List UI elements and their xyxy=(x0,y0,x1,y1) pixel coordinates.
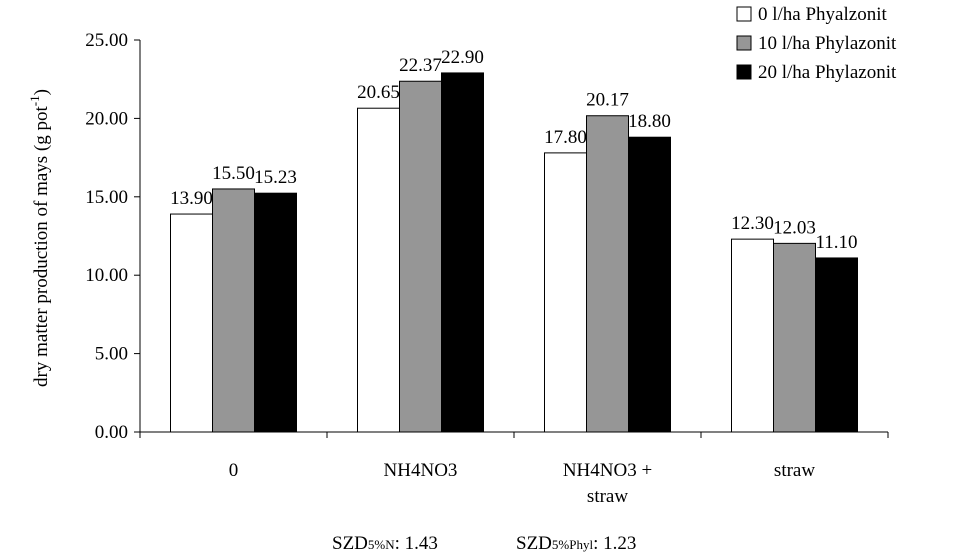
y-axis: 0.00 5.00 10.00 15.00 20.00 25.00 xyxy=(85,30,141,443)
y-tick-label: 25.00 xyxy=(85,30,128,51)
bar xyxy=(544,152,587,433)
category-label-line: straw xyxy=(587,486,628,507)
data-label: 12.30 xyxy=(731,213,774,234)
y-axis-title: dry matter production of mays (g pot-1) xyxy=(27,89,52,387)
bar xyxy=(586,115,629,433)
x-axis xyxy=(139,431,889,438)
data-label: 12.03 xyxy=(773,217,816,238)
data-label: 17.80 xyxy=(544,127,587,148)
y-tick-label: 15.00 xyxy=(85,187,128,208)
legend: 0 l/ha Phyalzonit 10 l/ha Phylazonit 20 l/… xyxy=(736,4,897,83)
data-label: 20.17 xyxy=(586,90,629,111)
category-label: straw xyxy=(774,460,815,481)
bar xyxy=(731,238,774,433)
data-label: 13.90 xyxy=(170,188,213,209)
data-labels: 13.90 15.50 15.23 20.65 22.37 22.90 17.80 20.17… xyxy=(170,47,857,253)
footnote-szd-phyl: SZD5%Phyl: 1.23 xyxy=(516,533,636,554)
data-label: 22.37 xyxy=(399,55,442,76)
data-label: 18.80 xyxy=(628,111,671,132)
y-tick-label: 0.00 xyxy=(95,422,128,443)
bars xyxy=(170,72,858,433)
legend-label: 10 l/ha Phylazonit xyxy=(758,33,897,54)
bar xyxy=(628,136,671,433)
category-label-line: NH4NO3 xyxy=(384,460,458,481)
legend-label: 20 l/ha Phylazonit xyxy=(758,62,897,83)
footnote-szd-n: SZD5%N: 1.43 xyxy=(332,533,438,554)
data-label: 20.65 xyxy=(357,82,400,103)
legend-swatch xyxy=(736,64,752,80)
bar xyxy=(441,72,484,433)
category-labels: 0 NH4NO3 NH4NO3 + straw straw xyxy=(229,460,816,507)
bar xyxy=(773,242,816,433)
bar xyxy=(254,192,297,433)
bar xyxy=(399,80,442,433)
legend-label: 0 l/ha Phyalzonit xyxy=(758,4,887,25)
category-label-line: straw xyxy=(774,460,815,481)
category-label-line: 0 xyxy=(229,460,239,481)
category-label: NH4NO3 xyxy=(384,460,458,481)
data-label: 11.10 xyxy=(815,232,857,253)
category-label: 0 xyxy=(229,460,239,481)
legend-swatch xyxy=(736,6,752,22)
data-label: 15.23 xyxy=(254,167,297,188)
data-label: 22.90 xyxy=(441,47,484,68)
bar xyxy=(357,107,400,433)
y-tick-label: 5.00 xyxy=(95,344,128,365)
category-label: NH4NO3 + straw xyxy=(563,460,652,507)
legend-swatch xyxy=(736,35,752,51)
category-label-line: NH4NO3 + xyxy=(563,460,652,481)
y-tick-label: 10.00 xyxy=(85,265,128,286)
data-label: 15.50 xyxy=(212,163,255,184)
bar xyxy=(170,213,213,433)
bar xyxy=(815,257,858,433)
bar xyxy=(212,188,255,433)
y-tick-label: 20.00 xyxy=(85,108,128,129)
